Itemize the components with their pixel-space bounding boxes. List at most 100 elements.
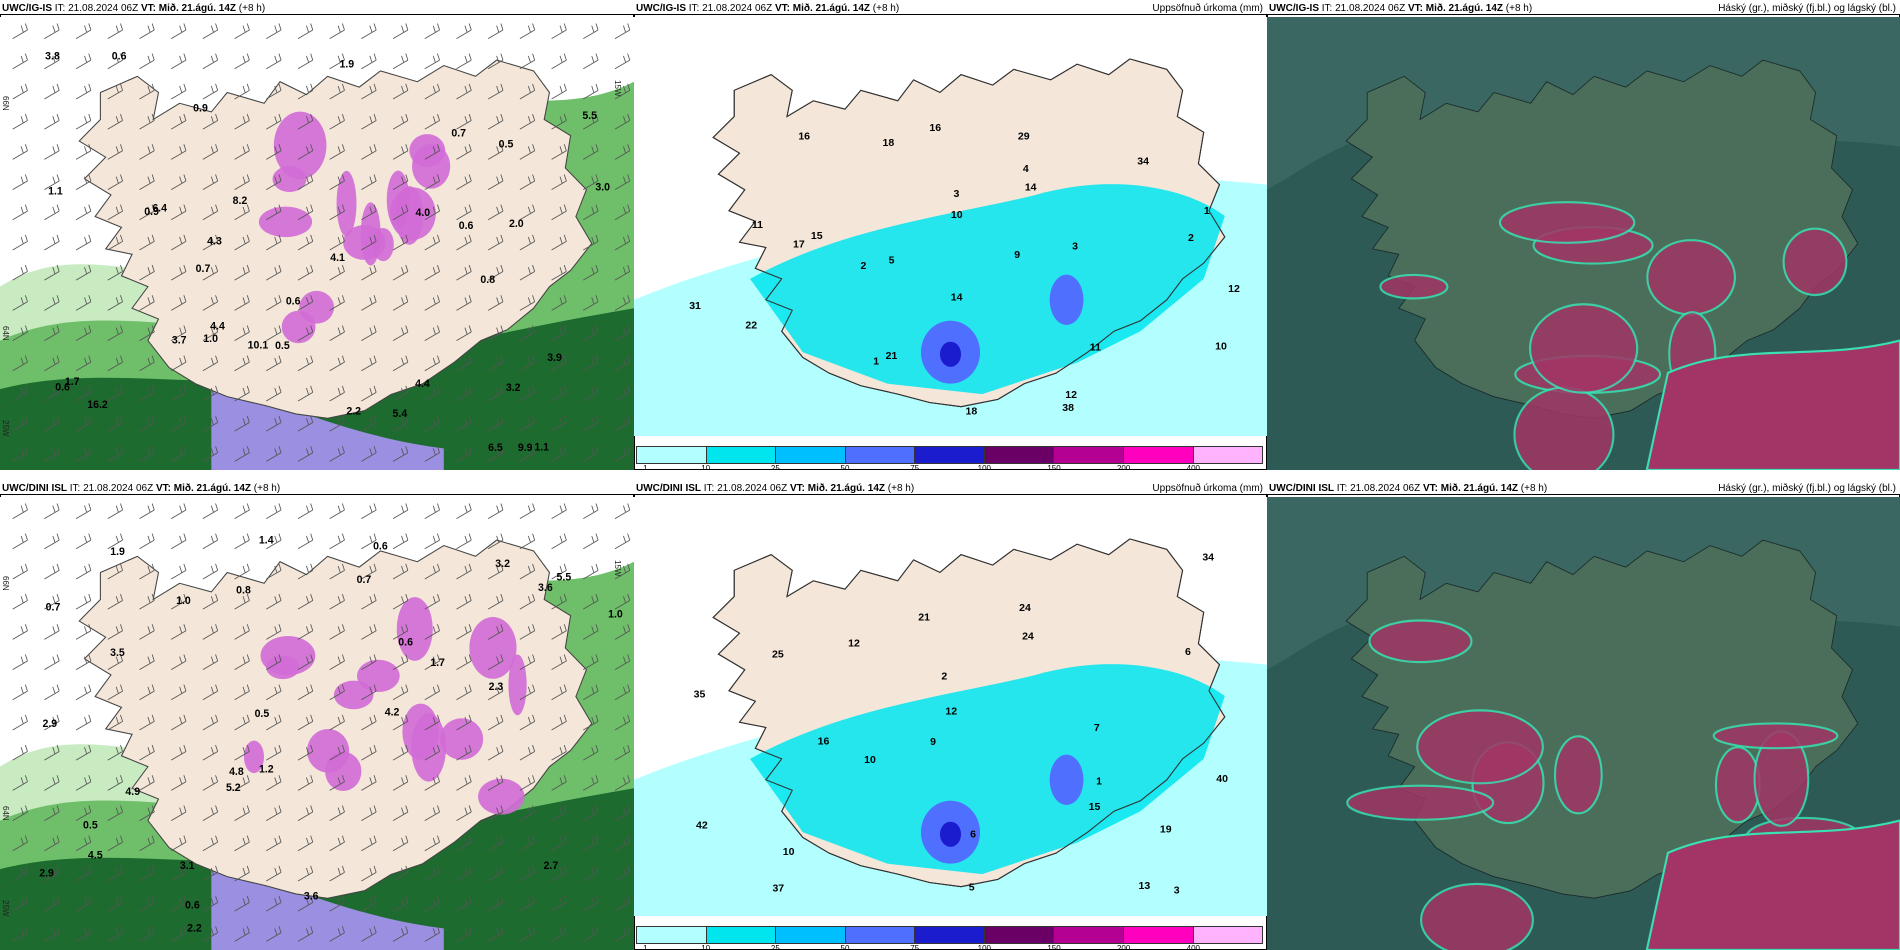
wind-barb <box>297 174 314 190</box>
coordinate-label: 64N <box>1 326 10 341</box>
wind-barb <box>234 204 250 221</box>
wind-barb <box>266 415 282 432</box>
wind-barb <box>583 533 599 550</box>
wind-barb <box>614 385 631 402</box>
wind-barb <box>75 503 92 519</box>
wind-barb <box>44 295 60 311</box>
valid-time-label: VT: <box>1407 3 1423 14</box>
wind-barb <box>44 503 60 519</box>
wind-barb <box>170 865 187 882</box>
wind-barb <box>614 23 631 39</box>
wind-barb <box>139 385 155 402</box>
panel-bottom-right: UWC/DINI ISL IT: 21.08.2024 06Z VT: Mið.… <box>1267 480 1900 950</box>
wind-barb <box>107 835 123 852</box>
wind-barb <box>614 113 631 130</box>
wind-barb <box>297 264 314 281</box>
precip-value: 38 <box>1062 402 1074 414</box>
wind-barb <box>487 355 504 372</box>
precip-value: 1.2 <box>259 763 274 775</box>
wind-barb <box>456 83 472 100</box>
precip-value: 24 <box>1019 602 1031 614</box>
wind-barb <box>329 624 345 640</box>
wind-barb <box>170 325 187 341</box>
wind-barb <box>297 355 314 372</box>
wind-barb <box>583 355 599 372</box>
wind-barb <box>202 204 219 221</box>
init-time-label: IT: <box>1321 3 1333 14</box>
legend-swatch <box>706 447 777 463</box>
wind-barb <box>551 684 567 701</box>
wind-barb <box>75 325 92 341</box>
precip-value: 0.8 <box>480 274 495 286</box>
wind-barb <box>456 563 472 580</box>
wind-barb <box>583 295 599 311</box>
valid-time-label: VT: <box>1422 483 1438 494</box>
wind-barb <box>424 415 440 432</box>
wind-barb <box>44 355 60 372</box>
precip-value: 3.5 <box>110 647 125 659</box>
wind-barb <box>614 895 631 912</box>
wind-barb <box>170 355 187 372</box>
wind-barb <box>75 144 92 160</box>
wind-barb <box>583 563 599 580</box>
wind-barb <box>487 805 504 821</box>
wind-barb <box>266 744 282 761</box>
init-time-label: IT: <box>703 483 715 494</box>
wind-barb <box>361 295 377 311</box>
legend-swatch <box>637 927 707 943</box>
precip-value: 14 <box>951 292 963 304</box>
wind-barb <box>234 234 250 251</box>
precip-value: 0.6 <box>286 295 301 307</box>
wind-barb <box>329 654 345 670</box>
wind-barb <box>297 865 314 882</box>
wind-barb <box>297 563 314 580</box>
wind-barb <box>519 533 536 550</box>
wind-barb <box>392 926 409 942</box>
precip-value: 0.5 <box>499 138 514 150</box>
legend-tick: 50 <box>840 464 850 470</box>
wind-barb <box>12 926 28 942</box>
legend-tick: 400 <box>1186 944 1201 950</box>
wind-barb <box>139 714 155 731</box>
precip-value: 1 <box>1096 776 1102 788</box>
wind-barb <box>170 53 187 70</box>
precip-value: 18 <box>882 137 894 149</box>
convective-cell <box>356 659 400 692</box>
wind-barb <box>75 775 92 791</box>
wind-barb <box>234 385 250 402</box>
wind-barb <box>487 624 504 640</box>
wind-barb <box>583 684 599 701</box>
wind-barb <box>329 325 345 341</box>
wind-barb <box>424 446 440 462</box>
wind-barb <box>329 234 345 251</box>
wind-barb <box>487 714 504 731</box>
wind-barb <box>12 654 28 670</box>
wind-barb <box>170 295 187 311</box>
wind-barb <box>583 204 599 221</box>
init-time-value: 21.08.2024 06Z <box>1335 3 1406 14</box>
wind-barb <box>583 83 599 100</box>
wind-barb <box>392 775 409 791</box>
wind-barb <box>139 563 155 580</box>
wind-barb <box>44 835 60 852</box>
precip-value: 22 <box>745 320 757 332</box>
convective-cell <box>243 740 265 774</box>
precip-max <box>939 821 962 847</box>
wind-barb <box>392 295 409 311</box>
wind-barb <box>583 775 599 791</box>
wind-barb <box>75 355 92 372</box>
wind-barb <box>139 835 155 852</box>
wind-barb <box>424 83 440 100</box>
wind-barb <box>456 264 472 281</box>
legend-tick: 10 <box>701 464 711 470</box>
panel-header: UWC/IG-IS IT: 21.08.2024 06Z VT: Mið. 21… <box>2 3 265 14</box>
wind-barb <box>456 654 472 670</box>
wind-barb <box>12 234 28 251</box>
convective-cell <box>325 751 362 791</box>
wind-barb <box>107 624 123 640</box>
accumulated-precip-map: 2 3 1 5 7 9 10 12 13 16 21 25 24 34 19 15 12 10 40 6 6 24 35 37… <box>634 497 1267 916</box>
wind-barb <box>614 714 631 731</box>
wind-barb <box>139 926 155 942</box>
wind-barb <box>614 204 631 221</box>
panel-bottom-left: 0.7 0.6 1.0 0.8 0.6 0.7 1.9 0.5 0.6 1.0 2.2 4.5 2.9 3… <box>0 480 634 950</box>
